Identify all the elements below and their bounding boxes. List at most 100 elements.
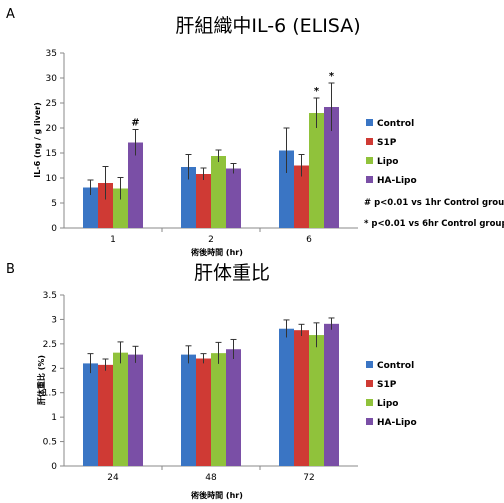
error-bar-lipo-24 (117, 341, 124, 364)
error-bar-ha-lipo-24 (132, 345, 139, 363)
y-tick-label: 3 (51, 315, 57, 325)
bar-lipo-72 (309, 335, 324, 466)
error-bar-control-6 (283, 127, 290, 173)
bar-s1p-48 (196, 358, 211, 466)
legend-b: Control S1P Lipo HA-Lipo (366, 361, 417, 428)
bar-ha-lipo-24 (128, 354, 143, 466)
legend-swatch-lipo (366, 399, 373, 406)
y-tick-label: 2 (51, 364, 57, 374)
y-tick-label: 10 (46, 174, 58, 184)
error-bar-s1p-48 (200, 353, 207, 364)
y-axis-label-b: 肝体重比 (%) (36, 355, 46, 405)
bar-control-1 (83, 187, 98, 228)
bar-s1p-1 (98, 183, 113, 228)
bar-s1p-2 (196, 174, 211, 228)
chart-panel-a: A 肝組織中IL-6 (ELISA) IL-6 (ng / g liver) 術… (6, 7, 504, 257)
y-tick-label: 35 (46, 49, 57, 59)
error-bar-control-48 (185, 345, 192, 364)
bar-lipo-1 (113, 188, 128, 228)
bar-lipo-24 (113, 352, 128, 466)
legend-swatch-ha-lipo (366, 418, 373, 425)
error-bar-control-2 (185, 154, 192, 180)
legend-label-ha-lipo: HA-Lipo (377, 176, 417, 186)
x-axis-label-b: 術後時間 (hr) (190, 490, 243, 500)
bar-ha-lipo-6 (324, 107, 339, 228)
bar-lipo-2 (211, 156, 226, 228)
y-tick-label: 25 (46, 99, 57, 109)
y-ticks-a: 0 5 10 15 20 25 30 35 (46, 49, 64, 234)
chart-title-b: 肝体重比 (194, 262, 270, 284)
significance-marker: * (314, 86, 320, 97)
significance-note-6hr: * p<0.01 vs 6hr Control group (364, 219, 504, 229)
error-bar-s1p-6 (298, 154, 305, 177)
significance-marker: * (329, 71, 335, 82)
legend-swatch-ha-lipo (366, 176, 373, 183)
y-ticks-b: 0 0.5 1 1.5 2 2.5 3 3.5 (43, 291, 64, 472)
bar-control-2 (181, 167, 196, 228)
x-axis-label-a: 術後時間 (hr) (190, 247, 243, 257)
y-tick-label: 5 (51, 199, 57, 209)
x-tick-label: 1 (110, 235, 116, 245)
annotations-a: # * * (131, 71, 335, 129)
error-bar-s1p-1 (102, 166, 109, 200)
significance-marker: # (131, 118, 139, 129)
error-bar-lipo-6 (313, 97, 320, 128)
legend-label-control: Control (377, 119, 414, 129)
y-tick-label: 0 (51, 462, 57, 472)
bar-lipo-6 (309, 113, 324, 228)
error-bar-ha-lipo-72 (328, 317, 335, 330)
bar-lipo-48 (211, 353, 226, 466)
bar-control-24 (83, 363, 98, 466)
legend-swatch-control (366, 119, 373, 126)
legend-label-s1p: S1P (377, 380, 397, 390)
bar-s1p-24 (98, 364, 113, 466)
bar-s1p-6 (294, 165, 309, 228)
bars-b (83, 317, 339, 466)
y-tick-label: 3.5 (43, 291, 57, 301)
error-bar-ha-lipo-48 (230, 338, 237, 360)
panel-letter-b: B (6, 262, 15, 277)
bar-ha-lipo-48 (226, 349, 241, 466)
y-tick-label: 0 (51, 224, 57, 234)
y-tick-label: 1 (51, 413, 57, 423)
legend-label-lipo: Lipo (377, 399, 398, 409)
bar-ha-lipo-72 (324, 323, 339, 466)
legend-swatch-s1p (366, 138, 373, 145)
y-tick-label: 0.5 (43, 438, 57, 448)
error-bar-s1p-2 (200, 167, 207, 180)
legend-label-control: Control (377, 361, 414, 371)
legend-swatch-lipo (366, 157, 373, 164)
error-bar-lipo-2 (215, 149, 222, 162)
error-bar-control-72 (283, 319, 290, 338)
error-bar-s1p-24 (102, 358, 109, 371)
error-bar-lipo-72 (313, 322, 320, 348)
error-bar-ha-lipo-1 (132, 129, 139, 156)
error-bar-ha-lipo-6 (328, 82, 335, 131)
legend-label-lipo: Lipo (377, 157, 398, 167)
x-tick-label: 72 (303, 473, 314, 483)
bar-ha-lipo-2 (226, 168, 241, 228)
legend-swatch-control (366, 361, 373, 368)
bar-ha-lipo-1 (128, 142, 143, 228)
significance-note-1hr: # p<0.01 vs 1hr Control group (364, 198, 504, 208)
x-tick-label: 48 (205, 473, 217, 483)
chart-panel-b: B 肝体重比 肝体重比 (%) 術後時間 (hr) 0 0.5 1 1.5 2 2.5 3 3… (6, 262, 417, 500)
x-ticks-b: 24 48 72 (107, 466, 315, 483)
y-tick-label: 20 (46, 124, 58, 134)
legend-label-ha-lipo: HA-Lipo (377, 418, 417, 428)
y-tick-label: 30 (46, 74, 58, 84)
bars-a (83, 82, 339, 228)
legend-swatch-s1p (366, 380, 373, 387)
bar-control-6 (279, 150, 294, 228)
panel-letter-a: A (6, 7, 15, 22)
error-bar-s1p-72 (298, 323, 305, 337)
error-bar-control-1 (87, 179, 94, 195)
legend-label-s1p: S1P (377, 138, 397, 148)
bar-control-48 (181, 354, 196, 466)
x-tick-label: 24 (107, 473, 119, 483)
chart-title-a: 肝組織中IL-6 (ELISA) (175, 15, 360, 37)
error-bar-lipo-1 (117, 177, 124, 200)
error-bar-control-24 (87, 353, 94, 374)
y-tick-label: 15 (46, 149, 57, 159)
